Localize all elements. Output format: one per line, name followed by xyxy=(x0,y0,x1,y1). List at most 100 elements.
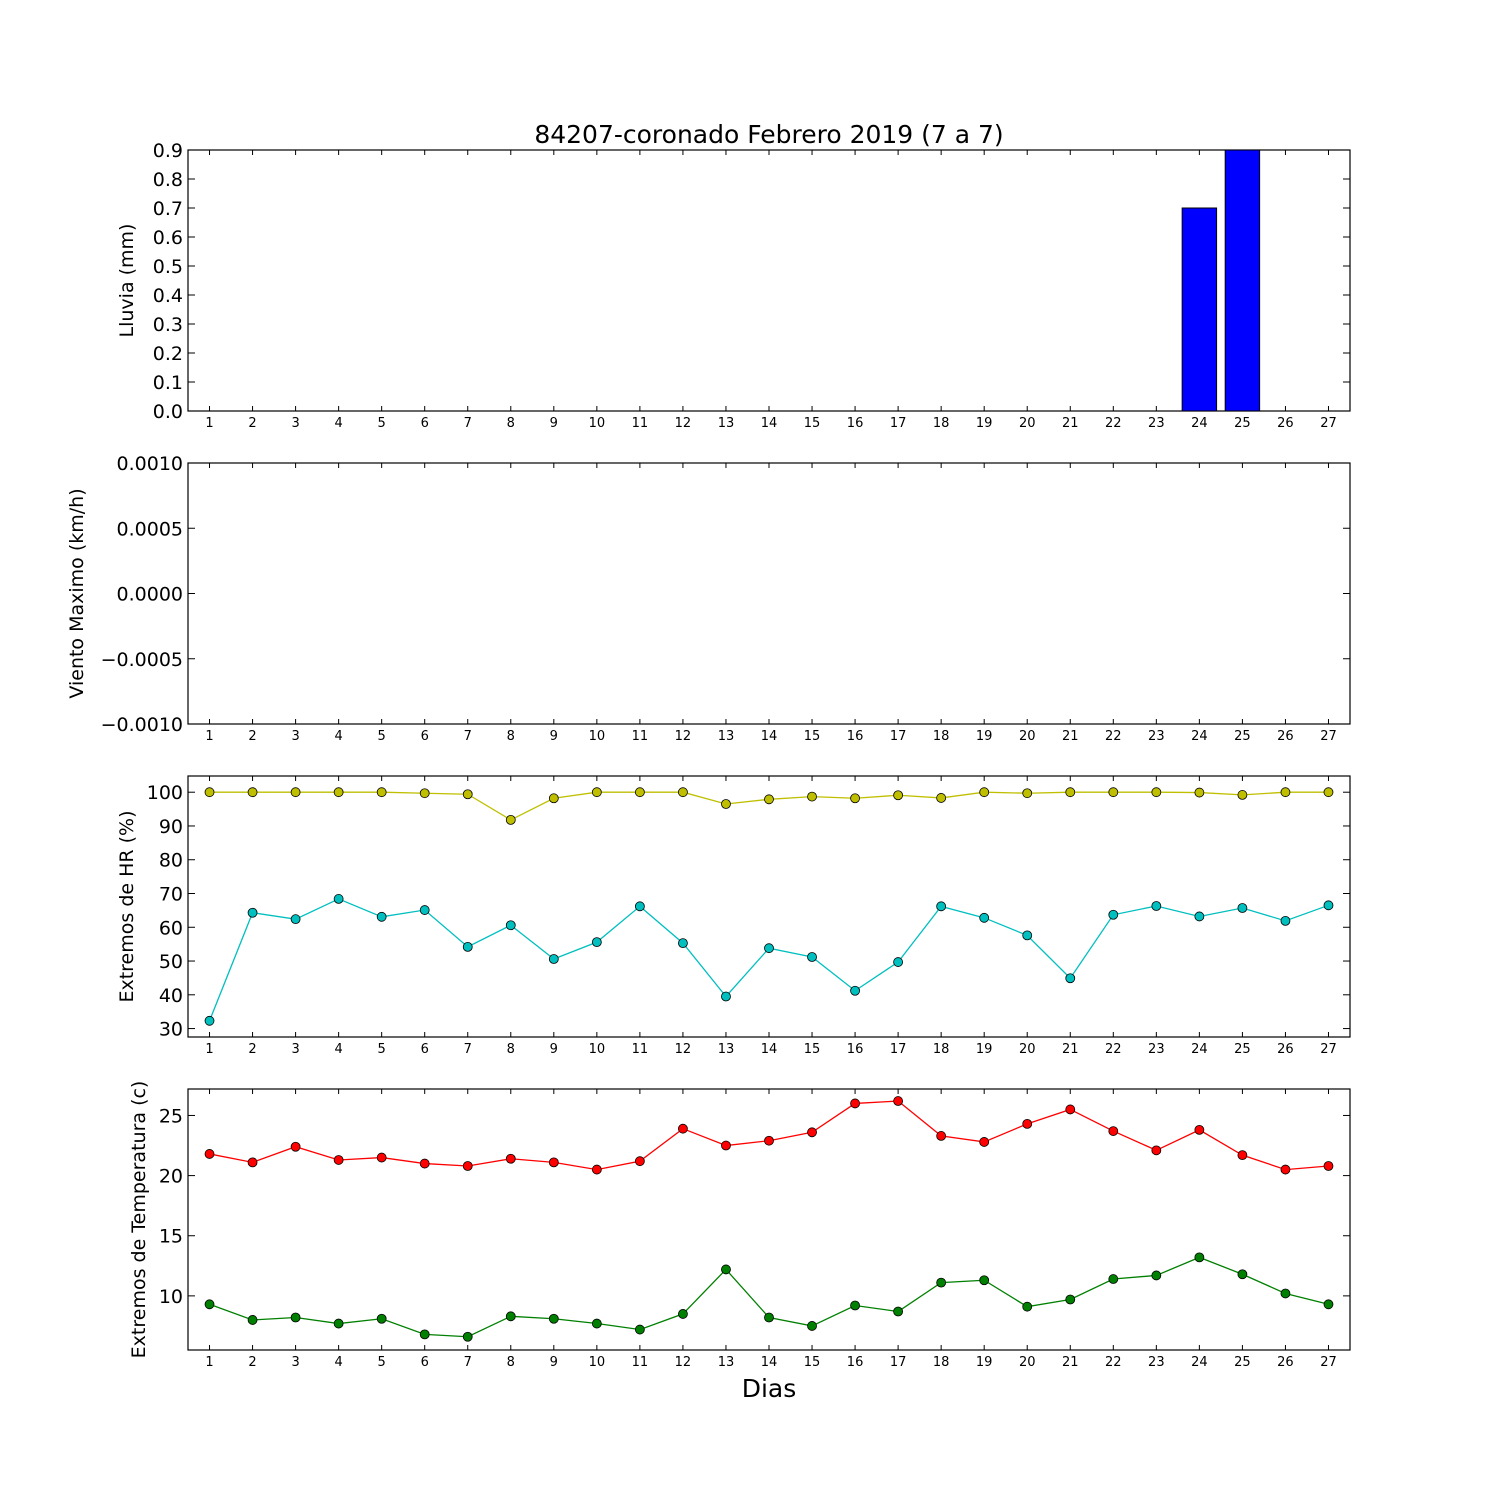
x-tick-label: 21 xyxy=(1062,416,1079,431)
data-point xyxy=(1323,900,1334,911)
data-point xyxy=(462,1161,473,1171)
data-point xyxy=(462,789,473,800)
y-tick-label: 0.1 xyxy=(153,372,183,394)
x-tick-label: 13 xyxy=(718,416,735,431)
x-tick-label: 17 xyxy=(890,1355,907,1370)
data-point xyxy=(204,787,215,798)
y-tick-label: 10 xyxy=(159,1286,183,1308)
x-tick-label: 4 xyxy=(334,416,342,431)
x-tick-label: 11 xyxy=(632,1355,649,1370)
y-tick-label: 0.6 xyxy=(153,227,183,249)
x-axis-label: Dias xyxy=(742,1374,797,1403)
data-point xyxy=(893,1306,904,1317)
data-point xyxy=(678,938,688,949)
data-point xyxy=(419,905,430,915)
data-point xyxy=(591,1164,602,1175)
x-tick-label: 14 xyxy=(761,1042,778,1057)
y-tick-label: 0.4 xyxy=(153,285,183,307)
data-point xyxy=(1280,915,1291,926)
x-tick-label: 13 xyxy=(718,729,735,744)
y-tick-label: 30 xyxy=(159,1019,183,1041)
data-point xyxy=(290,1141,301,1152)
x-tick-label: 10 xyxy=(589,416,606,431)
x-tick-label: 6 xyxy=(421,416,429,431)
x-tick-label: 25 xyxy=(1234,1355,1251,1370)
data-point xyxy=(634,1324,645,1335)
x-tick-label: 8 xyxy=(507,1042,515,1057)
y-tick-label: −0.0010 xyxy=(101,714,183,736)
data-point xyxy=(204,1149,215,1159)
x-tick-label: 23 xyxy=(1148,729,1165,744)
x-tick-label: 11 xyxy=(632,416,649,431)
x-tick-label: 23 xyxy=(1148,1355,1165,1370)
panel-2: 1 2 3 4 5 6 7 8 9 10 11 12 13 14 15 16 17 18 19 20 21 22 23 24 2… xyxy=(66,453,1351,744)
data-point xyxy=(548,954,559,964)
data-point xyxy=(936,793,947,803)
x-tick-label: 26 xyxy=(1277,1355,1294,1370)
data-point xyxy=(1237,1269,1248,1280)
x-tick-label: 27 xyxy=(1320,729,1337,744)
data-point xyxy=(721,991,731,1002)
data-point xyxy=(936,901,947,912)
data-point xyxy=(247,907,258,918)
y-axis-label: Extremos de Temperatura (c) xyxy=(128,1081,150,1359)
data-point xyxy=(1022,788,1033,799)
x-tick-label: 12 xyxy=(675,729,692,744)
x-tick-label: 26 xyxy=(1277,1042,1294,1057)
data-point xyxy=(247,1315,258,1325)
data-point xyxy=(893,1096,904,1106)
x-tick-label: 1 xyxy=(205,1355,213,1370)
data-point xyxy=(1280,1288,1291,1299)
data-point xyxy=(1237,1150,1248,1161)
data-point xyxy=(1194,787,1205,798)
data-point xyxy=(807,1127,817,1138)
data-point xyxy=(721,1140,731,1151)
x-tick-label: 11 xyxy=(632,1042,649,1057)
data-point xyxy=(333,787,344,798)
x-tick-label: 9 xyxy=(550,1042,558,1057)
y-tick-label: 20 xyxy=(159,1166,183,1188)
x-tick-label: 15 xyxy=(804,729,821,744)
x-tick-label: 5 xyxy=(378,416,386,431)
data-point xyxy=(979,1137,990,1147)
data-point xyxy=(247,1157,258,1168)
x-tick-label: 1 xyxy=(205,1042,213,1057)
data-point xyxy=(333,1155,344,1165)
data-point xyxy=(936,1131,947,1141)
y-tick-label: −0.0005 xyxy=(101,649,183,671)
plot-frame xyxy=(187,1088,1351,1351)
data-point xyxy=(1022,1301,1033,1312)
data-point xyxy=(850,1098,860,1109)
y-tick-label: 70 xyxy=(159,884,183,906)
x-tick-label: 24 xyxy=(1191,416,1208,431)
x-tick-label: 6 xyxy=(421,1355,429,1370)
x-tick-label: 20 xyxy=(1019,1355,1036,1370)
data-point xyxy=(1323,787,1334,798)
data-point xyxy=(290,1312,301,1323)
x-tick-label: 19 xyxy=(976,1355,993,1370)
data-point xyxy=(376,911,387,922)
x-tick-label: 20 xyxy=(1019,416,1036,431)
data-point xyxy=(548,1313,559,1324)
y-tick-label: 0.9 xyxy=(153,140,183,162)
x-tick-label: 17 xyxy=(890,729,907,744)
y-axis-label: Viento Maximo (km/h) xyxy=(66,488,88,698)
data-point xyxy=(247,787,258,798)
data-point xyxy=(764,1135,774,1146)
data-point xyxy=(1065,1294,1076,1305)
data-point xyxy=(1065,973,1076,984)
x-tick-label: 9 xyxy=(550,1355,558,1370)
x-tick-label: 8 xyxy=(507,416,515,431)
x-tick-label: 4 xyxy=(334,1355,342,1370)
data-point xyxy=(678,1123,688,1134)
data-point xyxy=(979,1275,990,1286)
data-point xyxy=(462,1331,473,1342)
x-tick-label: 8 xyxy=(507,1355,515,1370)
x-tick-label: 19 xyxy=(976,729,993,744)
y-tick-label: 0.3 xyxy=(153,314,183,336)
data-point xyxy=(1280,787,1291,798)
x-tick-label: 14 xyxy=(761,1355,778,1370)
x-tick-label: 24 xyxy=(1191,1042,1208,1057)
x-tick-label: 25 xyxy=(1234,729,1251,744)
